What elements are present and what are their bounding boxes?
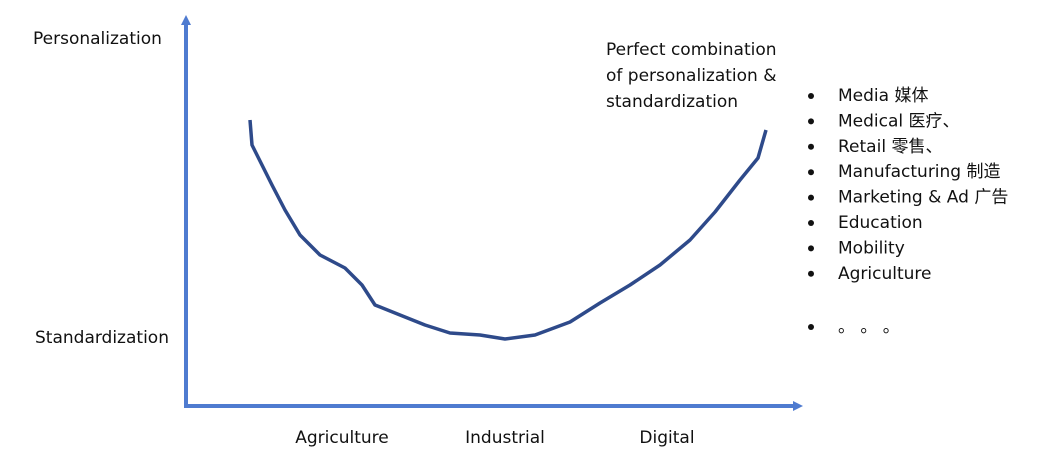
y-bottom-label: Standardization	[35, 328, 169, 348]
list-item: Manufacturing 制造	[838, 162, 1001, 182]
bullet	[808, 324, 814, 330]
annotation-line: of personalization &	[606, 66, 777, 86]
bullet	[808, 118, 814, 125]
x-label: Industrial	[465, 428, 545, 448]
bullet	[808, 245, 814, 252]
list-item: Mobility	[838, 238, 905, 258]
bullet	[808, 93, 814, 99]
list-item: Retail 零售、	[838, 137, 942, 157]
bullet	[808, 270, 814, 277]
list-item: 。 。 。	[838, 317, 900, 337]
y-top-label: Personalization	[33, 29, 162, 49]
bullet	[808, 169, 814, 176]
list-item: Marketing & Ad 广告	[838, 188, 1008, 208]
curve	[248, 119, 768, 341]
bullet	[808, 194, 814, 201]
bullet	[808, 143, 814, 150]
list-item: Education	[838, 213, 923, 233]
bullet-list: Media 媒体 Medical 医疗、 Retail 零售、 Manufacturi…	[808, 86, 1008, 337]
list-item: Media 媒体	[838, 86, 928, 106]
annotation-line: Perfect combination	[606, 40, 777, 60]
annotation-line: standardization	[606, 92, 738, 112]
x-label: Digital	[639, 428, 694, 448]
bullet	[808, 220, 814, 226]
list-item: Medical 医疗、	[838, 111, 960, 131]
list-item: Agriculture	[838, 264, 932, 284]
x-label: Agriculture	[295, 428, 389, 448]
